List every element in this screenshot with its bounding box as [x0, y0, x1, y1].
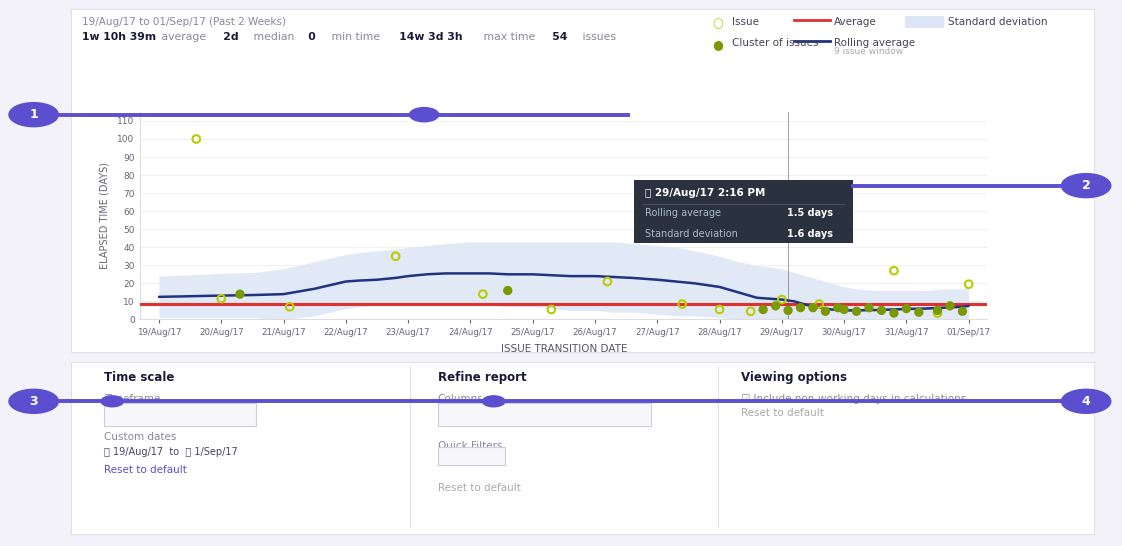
Text: 1.5 days: 1.5 days [787, 209, 833, 218]
Point [779, 306, 797, 314]
Point [910, 308, 928, 317]
Point [231, 290, 249, 299]
Text: 2: 2 [1082, 179, 1091, 192]
Text: 3: 3 [29, 395, 38, 408]
Text: 14w 3d 3h: 14w 3d 3h [388, 32, 463, 41]
Point [773, 295, 791, 304]
Text: 54: 54 [541, 32, 567, 41]
Point [473, 290, 491, 299]
Text: 🗓 19/Aug/17  to  🗓 1/Sep/17: 🗓 19/Aug/17 to 🗓 1/Sep/17 [104, 447, 238, 456]
Point [804, 304, 822, 312]
Y-axis label: ELAPSED TIME (DAYS): ELAPSED TIME (DAYS) [99, 162, 109, 269]
Text: Reset to default: Reset to default [741, 408, 824, 418]
Point [817, 307, 835, 316]
Text: 4: 4 [1082, 395, 1091, 408]
Text: ○: ○ [712, 17, 724, 31]
Text: Reset to default: Reset to default [438, 483, 521, 493]
Text: Quick Filters: Quick Filters [438, 441, 502, 450]
Text: ☑ Include non-working days in calculations: ☑ Include non-working days in calculatio… [741, 394, 966, 404]
Point [710, 305, 728, 314]
Text: Average: Average [834, 17, 876, 27]
Point [810, 300, 828, 308]
Point [754, 305, 772, 314]
Text: Standard deviation: Standard deviation [645, 229, 738, 239]
Text: 1: 1 [29, 108, 38, 121]
Point [898, 304, 916, 313]
Text: Cluster of issues: Cluster of issues [732, 38, 818, 48]
Point [187, 135, 205, 144]
X-axis label: ISSUE TRANSITION DATE: ISSUE TRANSITION DATE [500, 343, 627, 354]
Text: ●: ● [712, 38, 724, 51]
Text: 0: 0 [297, 32, 316, 41]
Point [847, 307, 865, 316]
Point [829, 304, 847, 312]
Text: 2d: 2d [212, 32, 239, 41]
Text: Standard deviation: Standard deviation [948, 17, 1048, 27]
Point [598, 277, 616, 286]
Point [929, 308, 947, 317]
Point [542, 305, 560, 314]
Text: Past 2 Weeks: Past 2 Weeks [112, 407, 181, 417]
Text: 19/Aug/17 to 01/Sep/17 (Past 2 Weeks): 19/Aug/17 to 01/Sep/17 (Past 2 Weeks) [82, 17, 286, 27]
Point [673, 300, 691, 308]
Text: Viewing options: Viewing options [741, 371, 846, 384]
Text: 1.6 days: 1.6 days [787, 229, 833, 239]
Point [885, 266, 903, 275]
Point [280, 302, 298, 311]
Text: issues: issues [579, 32, 616, 41]
Point [791, 304, 809, 312]
Text: Time scale: Time scale [104, 371, 175, 384]
Text: average: average [158, 32, 206, 41]
Point [387, 252, 405, 260]
Text: Reset to default: Reset to default [104, 465, 187, 475]
Point [499, 286, 517, 295]
Point [212, 294, 230, 303]
Point [959, 280, 977, 289]
Text: max time: max time [480, 32, 535, 41]
Text: 1w 10h 39m: 1w 10h 39m [82, 32, 156, 41]
Text: 📅 29/Aug/17 2:16 PM: 📅 29/Aug/17 2:16 PM [645, 188, 765, 198]
Text: min time: min time [328, 32, 380, 41]
Point [929, 306, 947, 314]
Text: In Progress, PR/Awaiting M...: In Progress, PR/Awaiting M... [444, 407, 583, 417]
Point [835, 305, 853, 314]
Text: None ▼: None ▼ [444, 451, 480, 461]
Point [941, 301, 959, 310]
Text: Refine report: Refine report [438, 371, 526, 384]
Point [885, 308, 903, 317]
Point [861, 304, 879, 312]
Text: Custom dates: Custom dates [104, 432, 177, 442]
Text: ▼: ▼ [637, 410, 644, 418]
Text: Rolling average: Rolling average [834, 38, 914, 48]
Text: ÷: ÷ [240, 410, 249, 419]
Point [954, 307, 972, 316]
Point [766, 301, 784, 310]
Point [873, 306, 891, 314]
Point [742, 307, 760, 316]
Text: Rolling average: Rolling average [645, 209, 720, 218]
Text: Issue: Issue [732, 17, 758, 27]
Text: Columns: Columns [438, 394, 484, 404]
Text: Timeframe: Timeframe [104, 394, 160, 404]
Text: 9 issue window: 9 issue window [834, 47, 903, 56]
Text: median: median [250, 32, 295, 41]
